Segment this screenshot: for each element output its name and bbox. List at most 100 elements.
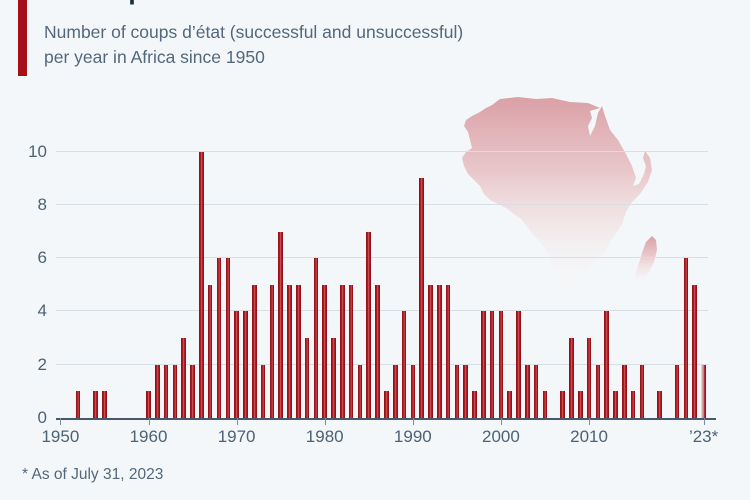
bar: [489, 311, 495, 418]
bar: [234, 311, 239, 418]
bar: [181, 338, 187, 418]
bar: [622, 364, 627, 418]
bar: [357, 364, 363, 418]
bar: [577, 391, 583, 418]
bar: [657, 391, 662, 418]
gridline: [56, 257, 708, 259]
x-axis-tick-label: 1950: [41, 427, 80, 446]
bar: [428, 284, 433, 418]
bar: [401, 311, 407, 418]
x-axis-tick-label: 1970: [217, 427, 256, 446]
gridline: [56, 363, 708, 365]
x-axis-tick-label: ’23*: [688, 427, 719, 446]
bar: [613, 391, 618, 418]
accent-bar: [18, 0, 27, 76]
y-axis-tick-label: 10: [28, 141, 47, 161]
plot-area: 0 2 4 6 8 10: [28, 125, 708, 427]
bar: [269, 284, 275, 418]
bar: [243, 311, 248, 418]
y-axis-tick-label: 8: [37, 194, 47, 214]
bar: [533, 364, 539, 418]
bar: [155, 364, 160, 418]
x-axis-tick-mark: [60, 418, 62, 425]
bar: [419, 178, 424, 418]
y-axis-tick-label: 2: [37, 354, 47, 374]
bar: [463, 364, 468, 418]
bar: [525, 364, 530, 418]
x-axis-tick-mark: [148, 418, 150, 425]
bar: [454, 364, 460, 418]
bar: [639, 364, 645, 418]
bar: [199, 151, 204, 418]
bar: [595, 364, 601, 418]
bar: [322, 284, 328, 418]
x-axis-tick-mark: [412, 418, 414, 425]
bar: [251, 284, 257, 418]
x-axis-tick-label: 1990: [393, 427, 432, 446]
bar: [692, 284, 698, 418]
bar: [392, 364, 398, 418]
bar: [296, 284, 301, 418]
x-axis-tick-mark: [703, 418, 705, 425]
x-axis-tick-mark: [500, 418, 502, 425]
bar: [146, 391, 151, 418]
bar: [304, 338, 310, 418]
x-axis-tick-label: 1980: [305, 427, 344, 446]
bar: [586, 338, 592, 418]
bar: [225, 258, 231, 418]
x-axis-tick-label: 2000: [482, 427, 520, 446]
bar: [604, 311, 609, 418]
x-axis-tick-mark: [236, 418, 238, 425]
bar: [190, 364, 195, 418]
gridline: [56, 150, 708, 152]
bar: [287, 284, 292, 418]
bar: [436, 284, 442, 418]
bar: [683, 258, 689, 418]
bar: [348, 284, 354, 418]
bar: [630, 391, 636, 418]
x-axis-line: [56, 418, 716, 420]
bar: [75, 391, 81, 418]
bar: [498, 311, 504, 418]
bar: [375, 284, 380, 418]
bar: [410, 364, 416, 418]
y-axis-tick-label: 0: [37, 408, 47, 427]
x-axis-tick-label: 1960: [129, 427, 168, 446]
bar: [481, 311, 486, 418]
bar: [172, 364, 178, 418]
bar: [331, 338, 336, 418]
bar: [472, 391, 477, 418]
bar: [278, 231, 283, 418]
gridline: [56, 203, 708, 205]
bar: [445, 284, 451, 418]
bar: [516, 311, 521, 418]
bar: [507, 391, 513, 418]
bar: [560, 391, 565, 418]
bar: [216, 258, 222, 418]
y-axis-tick-label: 4: [37, 301, 47, 321]
x-axis-tick-mark: [589, 418, 591, 425]
page-title: of Coups in Africa?: [44, 0, 288, 6]
footnote: * As of July 31, 2023: [22, 466, 164, 483]
bar: [313, 258, 319, 418]
bar: [260, 364, 266, 418]
bar: [93, 391, 98, 418]
bar: [384, 391, 389, 418]
bar: [366, 231, 372, 418]
x-axis-tick-mark: [324, 418, 326, 425]
bar: [674, 364, 680, 418]
bar: [102, 391, 107, 418]
chart-subtitle: Number of coups d’état (successful and u…: [44, 22, 464, 67]
bar: [163, 364, 169, 418]
bar: [207, 284, 213, 418]
x-axis-tick-label: 2010: [570, 427, 608, 446]
bar: [569, 338, 574, 418]
bar: [701, 364, 706, 418]
bar: [340, 284, 345, 418]
y-axis-tick-label: 6: [37, 248, 47, 268]
bar-series: [56, 125, 708, 418]
gridline: [56, 310, 708, 312]
bar: [542, 391, 548, 418]
